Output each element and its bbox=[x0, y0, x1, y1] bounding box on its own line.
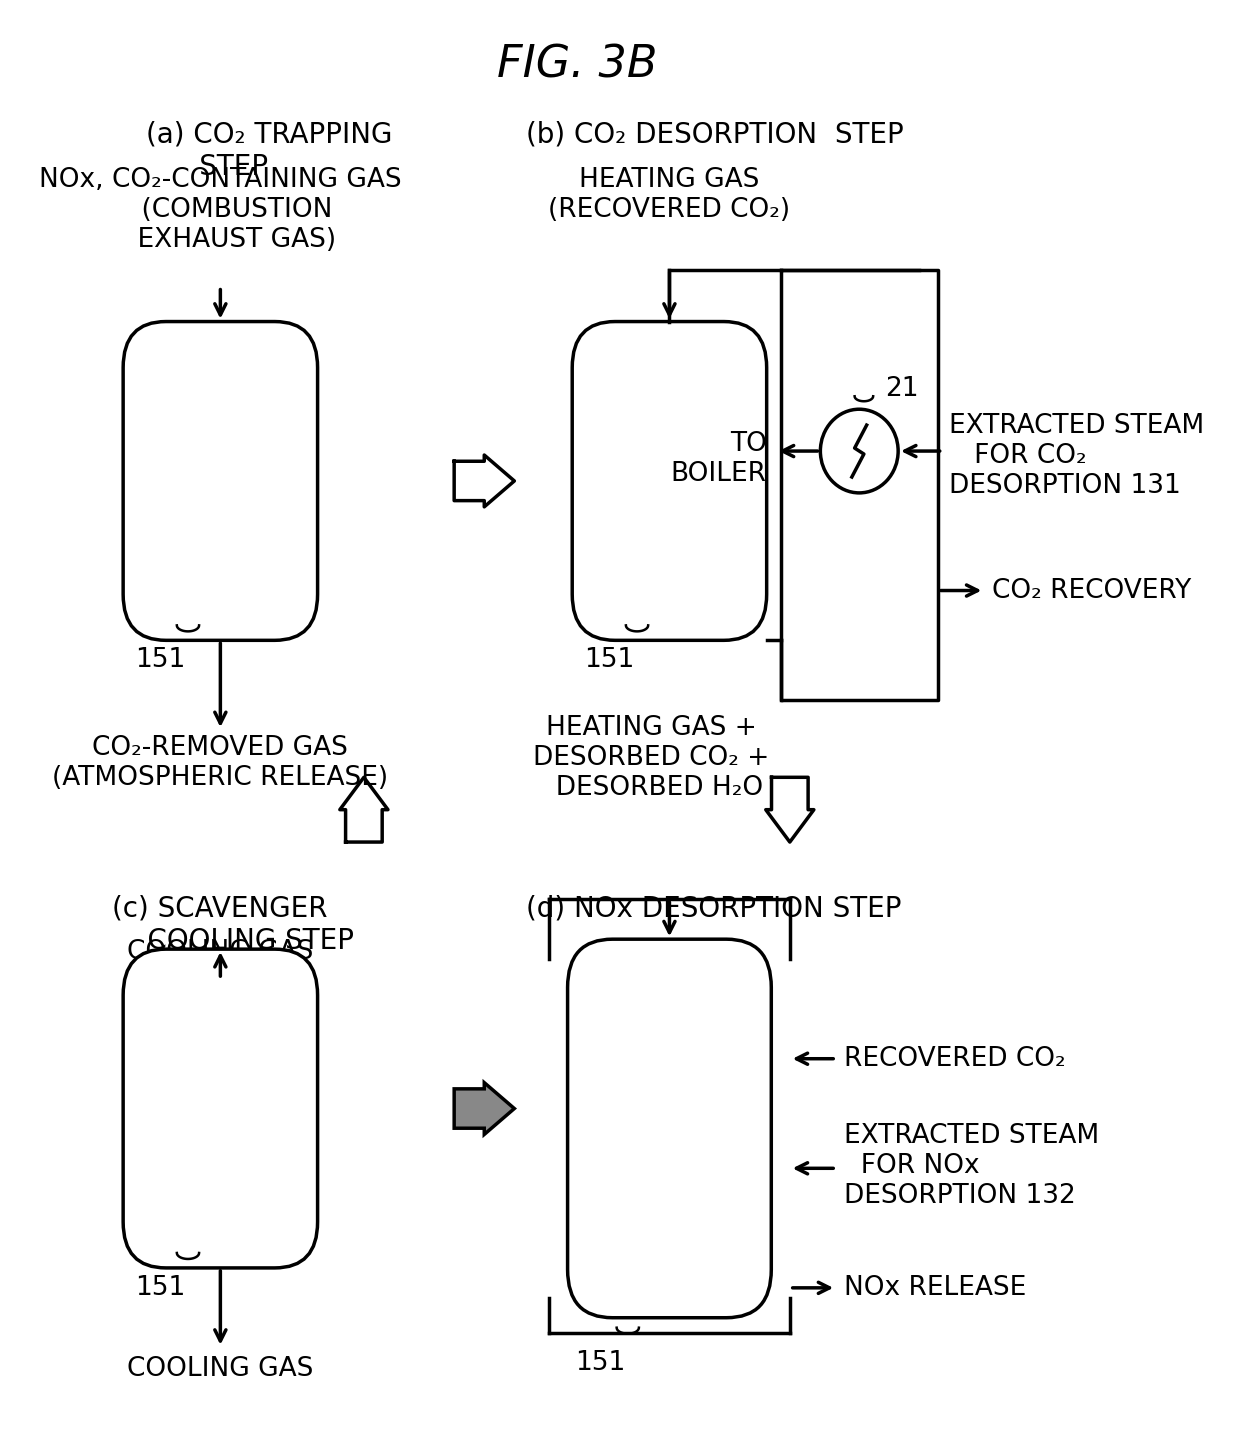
Text: COOLING GAS: COOLING GAS bbox=[128, 939, 314, 966]
Text: HEATING GAS +
DESORBED CO₂ +
  DESORBED H₂O: HEATING GAS + DESORBED CO₂ + DESORBED H₂… bbox=[533, 714, 769, 802]
FancyBboxPatch shape bbox=[123, 950, 317, 1268]
Text: (b) CO₂ DESORPTION  STEP: (b) CO₂ DESORPTION STEP bbox=[526, 121, 904, 148]
Text: TO
BOILER: TO BOILER bbox=[671, 431, 766, 486]
Text: COOLING GAS: COOLING GAS bbox=[128, 1356, 314, 1382]
Text: 151: 151 bbox=[135, 648, 185, 674]
Text: 151: 151 bbox=[584, 648, 635, 674]
Text: FIG. 3B: FIG. 3B bbox=[497, 44, 657, 86]
Text: EXTRACTED STEAM
  FOR NOx
DESORPTION 132: EXTRACTED STEAM FOR NOx DESORPTION 132 bbox=[843, 1124, 1099, 1210]
Text: NOx, CO₂-CONTAINING GAS
    (COMBUSTION
    EXHAUST GAS): NOx, CO₂-CONTAINING GAS (COMBUSTION EXHA… bbox=[38, 167, 402, 253]
FancyBboxPatch shape bbox=[572, 321, 766, 640]
Text: (d) NOx DESORPTION STEP: (d) NOx DESORPTION STEP bbox=[526, 894, 901, 922]
Text: 151: 151 bbox=[135, 1275, 185, 1301]
Text: CO₂ RECOVERY: CO₂ RECOVERY bbox=[992, 578, 1190, 604]
Text: (a) CO₂ TRAPPING
      STEP: (a) CO₂ TRAPPING STEP bbox=[146, 121, 393, 180]
FancyBboxPatch shape bbox=[568, 939, 771, 1318]
Text: (c) SCAVENGER
    COOLING STEP: (c) SCAVENGER COOLING STEP bbox=[112, 894, 355, 955]
FancyBboxPatch shape bbox=[123, 321, 317, 640]
Text: CO₂-REMOVED GAS
(ATMOSPHERIC RELEASE): CO₂-REMOVED GAS (ATMOSPHERIC RELEASE) bbox=[52, 735, 388, 791]
Text: HEATING GAS
(RECOVERED CO₂): HEATING GAS (RECOVERED CO₂) bbox=[548, 167, 791, 224]
Polygon shape bbox=[454, 1083, 515, 1134]
Text: 151: 151 bbox=[575, 1349, 625, 1375]
Text: RECOVERED CO₂: RECOVERED CO₂ bbox=[843, 1045, 1065, 1072]
Text: NOx RELEASE: NOx RELEASE bbox=[843, 1275, 1025, 1301]
Text: EXTRACTED STEAM
   FOR CO₂
DESORPTION 131: EXTRACTED STEAM FOR CO₂ DESORPTION 131 bbox=[949, 414, 1204, 499]
Text: 21: 21 bbox=[885, 376, 919, 402]
